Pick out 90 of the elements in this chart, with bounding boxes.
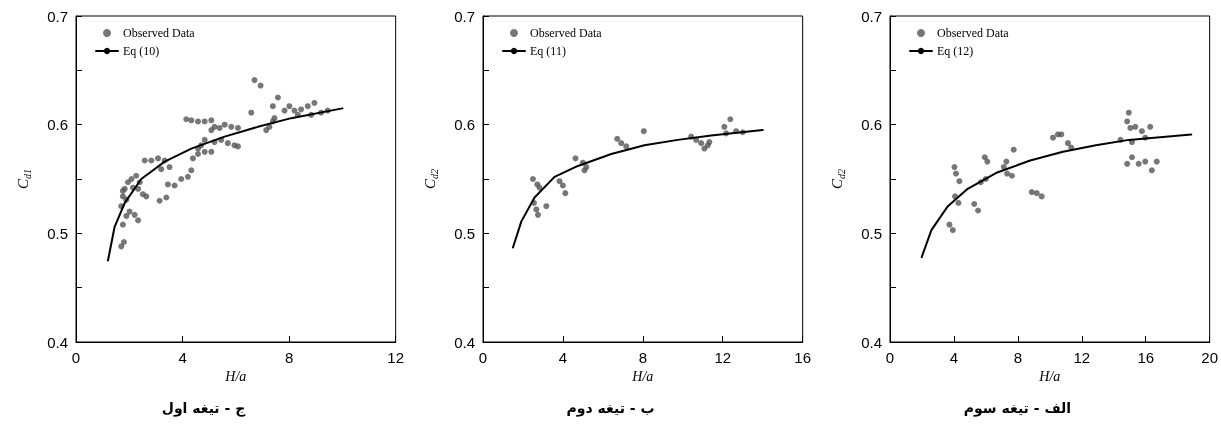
- x-tick-label: 0: [71, 349, 81, 366]
- line-series: [511, 129, 764, 249]
- y-tick-label: 0.5: [454, 224, 475, 242]
- point: [949, 227, 956, 234]
- x-axis-title: H/a: [1038, 369, 1061, 385]
- point: [556, 178, 563, 185]
- point: [1058, 131, 1065, 138]
- point: [1138, 128, 1145, 135]
- point: [618, 140, 625, 147]
- text: ج - تیغه اول: [161, 400, 247, 417]
- y-tick-label: 0.7: [454, 7, 475, 25]
- y-tick-label: 0.5: [861, 224, 882, 242]
- y-axis-title: Cd1: [15, 169, 33, 190]
- point: [953, 170, 960, 177]
- point: [1124, 160, 1131, 167]
- y-tick-label: 0.4: [454, 333, 475, 351]
- x-axis-title: H/a: [224, 369, 247, 385]
- point: [534, 211, 541, 218]
- y-axis-title: Cd2: [829, 169, 847, 190]
- x-tick-label: 16: [1137, 349, 1155, 366]
- line-series: [920, 133, 1193, 259]
- point: [955, 199, 962, 206]
- x-tick-label: 0: [478, 349, 488, 366]
- x-tick-label: 8: [638, 349, 647, 366]
- point: [984, 158, 991, 165]
- x-tick-label: 4: [558, 349, 568, 366]
- point: [1128, 154, 1135, 161]
- x-tick-label: 12: [1073, 349, 1091, 366]
- y-tick-label: 0.6: [47, 116, 68, 134]
- x-tick-label: 8: [1013, 349, 1023, 366]
- legend-label: Observed Data: [123, 26, 196, 40]
- x-tick-label: 12: [387, 349, 404, 366]
- point: [1142, 158, 1149, 165]
- point: [975, 207, 982, 214]
- y-tick-label: 0.6: [454, 116, 475, 134]
- point: [1003, 158, 1010, 165]
- point: [1008, 172, 1015, 179]
- x-tick-label: 8: [284, 349, 294, 366]
- point: [640, 128, 647, 135]
- legend-label: Eq (10): [123, 44, 160, 58]
- point: [981, 154, 988, 161]
- x-axis-title: H/a: [631, 369, 654, 385]
- point: [1135, 160, 1142, 167]
- legend-label: Observed Data: [530, 26, 603, 40]
- line-series: [106, 107, 344, 262]
- point: [1050, 134, 1057, 141]
- point: [533, 206, 540, 213]
- text: الف - تیغه سوم: [963, 400, 1072, 417]
- point: [1064, 140, 1071, 147]
- y-axis-title: Cd2: [422, 169, 440, 190]
- x-tick-label: 16: [794, 349, 811, 366]
- point: [614, 135, 621, 142]
- text: ب - تیغه دوم: [566, 400, 655, 417]
- point: [623, 143, 630, 150]
- point: [529, 176, 536, 182]
- point: [1038, 193, 1045, 200]
- x-tick-label: 12: [714, 349, 732, 366]
- point: [956, 178, 963, 185]
- x-tick-label: 0: [885, 349, 895, 366]
- legend-label: Eq (11): [530, 44, 566, 58]
- y-tick-label: 0.7: [861, 7, 882, 25]
- y-tick-label: 0.5: [47, 224, 68, 242]
- point: [1033, 190, 1040, 197]
- x-tick-label: 4: [949, 349, 959, 366]
- point: [1132, 123, 1139, 130]
- point: [1004, 170, 1011, 177]
- point: [562, 190, 569, 197]
- point: [951, 164, 958, 171]
- legend-label: Eq (12): [937, 44, 974, 58]
- y-tick-label: 0.4: [861, 333, 882, 351]
- point: [727, 116, 734, 123]
- x-tick-label: 4: [178, 349, 187, 366]
- legend-label: Observed Data: [937, 26, 1010, 40]
- point: [1028, 189, 1035, 196]
- y-tick-label: 0.6: [861, 116, 882, 134]
- point: [946, 221, 953, 228]
- y-tick-label: 0.4: [47, 333, 68, 351]
- point: [1153, 158, 1160, 165]
- point: [698, 140, 705, 147]
- point: [543, 203, 550, 210]
- point: [1148, 167, 1155, 174]
- point: [1010, 146, 1017, 153]
- y-tick-label: 0.7: [47, 7, 68, 25]
- x-tick-label: 20: [1201, 349, 1218, 366]
- point: [559, 182, 566, 189]
- point: [721, 123, 728, 130]
- point: [971, 200, 978, 207]
- point: [1147, 123, 1154, 130]
- point: [1125, 109, 1132, 116]
- point: [1124, 118, 1131, 125]
